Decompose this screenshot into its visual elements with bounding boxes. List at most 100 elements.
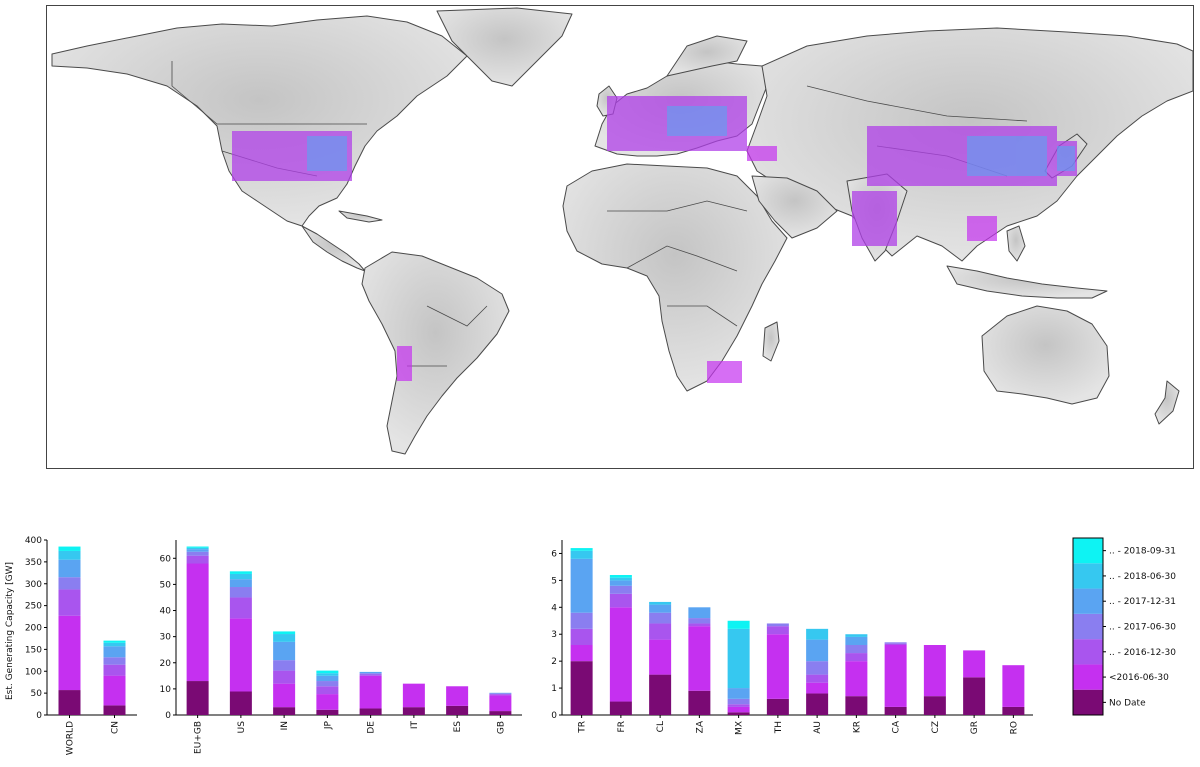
colorbar-swatch-5 [1073,563,1103,589]
bar-segment-th-3 [766,623,789,627]
y-tick-label: 60 [160,554,172,564]
bar-segment-us-6 [229,571,252,574]
south-america-landmass [361,251,510,455]
bar-segment-in-0 [273,707,296,715]
y-tick-label: 150 [25,645,42,655]
caribbean-islands [338,210,383,223]
x-tick-label: FR [617,721,627,732]
x-tick-label: US [237,721,247,734]
us-east-density-region [307,136,347,171]
colorbar-outline [1072,537,1104,716]
bar-segment-kr-4 [845,636,868,645]
bar-segment-cl-1 [649,639,672,675]
bar-segment-za-0 [688,690,711,715]
bar-segment-mx-5 [727,628,750,689]
bar-segment-th-0 [766,698,789,715]
madagascar-landmass [762,321,780,362]
bar-segment-ro-1 [1002,665,1025,707]
bar-segment-world-1 [58,615,81,691]
bar-segment-jp-3 [316,681,339,687]
x-tick-label: ZA [695,720,705,733]
bar-segment-mx-4 [727,688,750,699]
bar-segment-cn-5 [103,642,126,647]
bar-segment-eugb-3 [186,551,209,556]
x-tick-label: TH [774,721,784,734]
bar-segment-jp-6 [316,670,339,674]
bar-segment-de-0 [359,708,382,715]
bar-segment-cl-3 [649,612,672,624]
bar-segment-eugb-0 [186,681,209,715]
x-tick-label: KR [852,721,862,733]
thailand-density-region [967,216,997,241]
colorbar-label: .. - 2016-12-30 [1109,648,1176,658]
bar-segment-in-4 [273,641,296,661]
x-tick-label: DE [367,721,377,734]
bar-segment-ca-1 [884,645,907,707]
colorbar-swatch-4 [1073,588,1103,614]
y-tick-label: 0 [36,711,42,721]
bar-segment-world-5 [58,550,81,560]
bar-segment-au-3 [806,661,829,675]
bar-segment-fr-0 [609,701,632,715]
y-tick-label: 350 [25,558,42,568]
x-tick-label: EU+GB [194,721,204,754]
x-tick-label: CN [111,721,121,734]
bar-segment-jp-4 [316,675,339,682]
bar-segment-us-2 [229,597,252,619]
japan-east-density-region [1057,146,1075,171]
bar-segment-cl-0 [649,674,672,715]
world-map [46,5,1194,469]
bar-segment-fr-3 [609,585,632,594]
bar-segment-world-4 [58,559,81,578]
bar-segment-cn-3 [103,657,126,665]
x-tick-label: CA [892,720,902,733]
bar-segment-tr-4 [570,558,593,613]
y-tick-label: 0 [551,711,557,721]
bar-segment-tr-2 [570,628,593,645]
x-tick-label: JP [323,720,333,730]
bar-segment-in-1 [273,683,296,708]
bar-segment-mx-0 [727,712,750,715]
south-africa-density-region [707,361,742,383]
bar-segment-jp-0 [316,709,339,715]
x-tick-label: TR [578,721,588,734]
y-tick-label: 4 [551,603,557,613]
bar-segment-au-4 [806,639,829,662]
bar-segment-eugb-6 [186,546,209,548]
colorbar-label: No Date [1109,698,1146,708]
y-tick-label: 0 [165,711,171,721]
y-tick-label: 400 [25,536,42,546]
india-density-region [852,191,897,246]
bar-segment-za-2 [688,623,711,627]
colorbar-label: .. - 2018-06-30 [1109,572,1176,582]
x-tick-label: CZ [931,721,941,733]
bar-segment-cn-2 [103,664,126,676]
bar-segment-jp-2 [316,686,339,695]
bar-segment-au-1 [806,682,829,694]
y-tick-label: 3 [551,630,557,640]
bar-segment-jp-1 [316,694,339,710]
bar-chart-1: 0 10 20 30 40 50 60 EU+GB US IN JP DE IT ES GB [160,540,522,754]
bar-segment-world-6 [58,546,81,551]
y-tick-label: 6 [551,549,557,559]
bar-segment-ca-2 [884,643,907,645]
installation-dots [232,96,1077,383]
philippines-islands [1006,225,1026,262]
bar-segment-kr-2 [845,653,868,662]
bar-segment-de-3 [359,673,382,675]
x-tick-label: IN [280,721,290,730]
y-tick-label: 30 [160,633,172,643]
bar-segment-fr-2 [609,593,632,608]
y-axis-label: Est. Generating Capacity [GW] [5,562,15,700]
colorbar: No Date <2016-06-30 .. - 2016-12-30 .. - 20… [1072,537,1176,716]
bar-segment-kr-5 [845,634,868,637]
bar-segment-cz-1 [923,645,946,697]
y-tick-label: 1 [551,684,557,694]
bar-segment-ca-0 [884,706,907,715]
bar-segment-cl-4 [649,604,672,613]
x-tick-label: AU [813,721,823,734]
bar-segment-ca-3 [884,642,907,644]
bar-segment-de-1 [359,675,382,709]
